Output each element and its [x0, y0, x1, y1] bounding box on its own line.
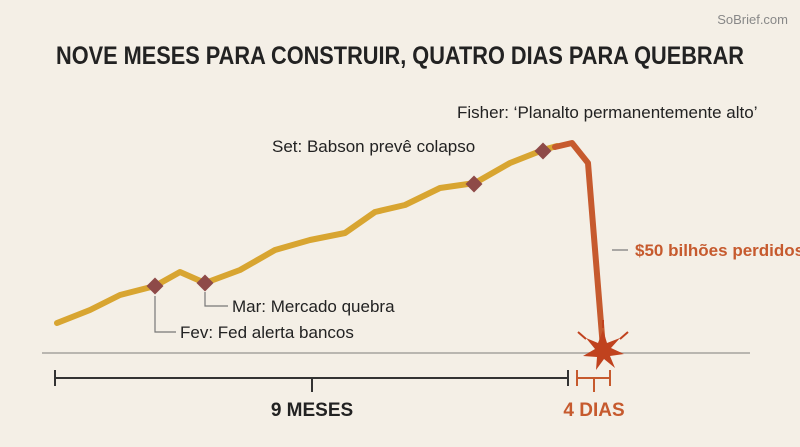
period-label: 9 MESES	[271, 400, 353, 421]
event-markers	[146, 142, 552, 295]
watermark: SoBrief.com	[717, 12, 788, 27]
title: NOVE MESES PARA CONSTRUIR, QUATRO DIAS P…	[56, 42, 744, 70]
rise-line	[54, 143, 560, 326]
event-label: Set: Babson prevê colapso	[272, 137, 475, 156]
connectors	[154, 249, 628, 333]
crash-label: $50 bilhões perdidos	[635, 241, 800, 260]
event-label: Fev: Fed alerta bancos	[180, 323, 354, 342]
crash-line	[552, 140, 606, 351]
period-label: 4 DIAS	[563, 400, 624, 421]
days-bracket	[576, 370, 611, 392]
explosion-rays	[577, 320, 629, 340]
event-label: Fisher: ‘Planalto permanentemente alto’	[457, 103, 758, 122]
event-label: Mar: Mercado quebra	[232, 297, 395, 316]
months-bracket	[54, 370, 569, 392]
explosion	[583, 330, 624, 370]
